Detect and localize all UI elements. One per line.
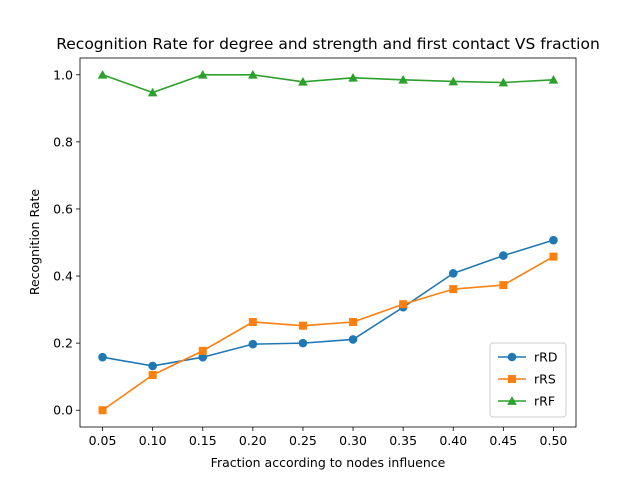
x-tick-label: 0.15 (189, 433, 217, 448)
x-axis-ticks: 0.05 0.10 0.15 0.20 0.25 0.30 0.35 0.40 0.45 0.50 (89, 427, 568, 448)
x-tick-label: 0.35 (389, 433, 417, 448)
data-point-rrd (348, 335, 358, 344)
legend-marker-rrd (507, 352, 517, 362)
x-tick-label: 0.10 (139, 433, 167, 448)
data-point-rrd (198, 352, 208, 362)
plot-area (79, 57, 577, 428)
data-point-rrs (198, 346, 207, 355)
y-tick-label: 1.0 (53, 67, 73, 82)
data-point-rrd (248, 339, 258, 349)
data-point-rrd (448, 269, 458, 278)
data-point-rrs (248, 318, 257, 327)
data-point-rrd (499, 251, 508, 260)
legend-marker-rrf (507, 396, 517, 405)
data-point-rrs (349, 318, 358, 327)
legend-label-rrf: rRF (534, 394, 555, 409)
data-point-rrs (148, 371, 157, 380)
data-point-rrs (399, 300, 408, 309)
data-point-rrd (98, 352, 107, 362)
data-point-rrf (298, 77, 308, 86)
data-point-rrs (499, 281, 508, 290)
y-axis-ticks: 0.0 0.2 0.4 0.6 0.8 1.0 (53, 67, 80, 418)
plot-frame (79, 57, 577, 428)
x-tick-label: 0.05 (89, 433, 117, 448)
legend-marker-rrs (508, 375, 516, 383)
series-line-rrd (102, 239, 554, 367)
legend-label-rrs: rRS (534, 372, 556, 387)
data-point-rrs (549, 252, 558, 261)
series-line-rrs (102, 255, 554, 411)
data-point-rrd (298, 338, 308, 348)
y-tick-label: 0.4 (53, 269, 73, 284)
series-line-rrf (102, 73, 554, 94)
data-point-rrs (98, 406, 107, 415)
y-tick-label: 0.0 (53, 403, 73, 418)
data-point-rrf (248, 69, 258, 79)
data-point-rrd (549, 235, 558, 245)
data-point-rrf (147, 87, 158, 97)
data-point-rrf (448, 76, 459, 86)
x-tick-label: 0.40 (439, 433, 467, 448)
y-tick-label: 0.2 (53, 336, 73, 351)
legend: rRD rRS rRF (489, 342, 567, 418)
legend-label-rrd: rRD (534, 350, 557, 365)
data-point-rrs (449, 285, 458, 294)
legend-box (489, 342, 567, 418)
y-tick-label: 0.8 (53, 134, 73, 149)
data-point-rrf (498, 77, 509, 87)
data-point-rrf (348, 72, 358, 82)
x-tick-label: 0.50 (540, 433, 568, 448)
x-tick-label: 0.45 (489, 433, 517, 448)
data-point-rrf (197, 69, 208, 79)
x-axis-label: Fraction according to nodes influence (211, 455, 446, 470)
data-point-rrd (148, 361, 157, 371)
data-point-rrf (548, 75, 559, 84)
x-tick-label: 0.25 (289, 433, 317, 448)
data-point-rrf (398, 75, 408, 84)
x-tick-label: 0.30 (339, 433, 367, 448)
y-axis-label: Recognition Rate (27, 189, 42, 296)
data-point-rrs (298, 321, 307, 330)
x-tick-label: 0.20 (239, 433, 267, 448)
chart-title: Recognition Rate for degree and strength… (56, 35, 600, 53)
data-point-rrf (97, 69, 108, 79)
y-tick-label: 0.6 (53, 201, 73, 216)
